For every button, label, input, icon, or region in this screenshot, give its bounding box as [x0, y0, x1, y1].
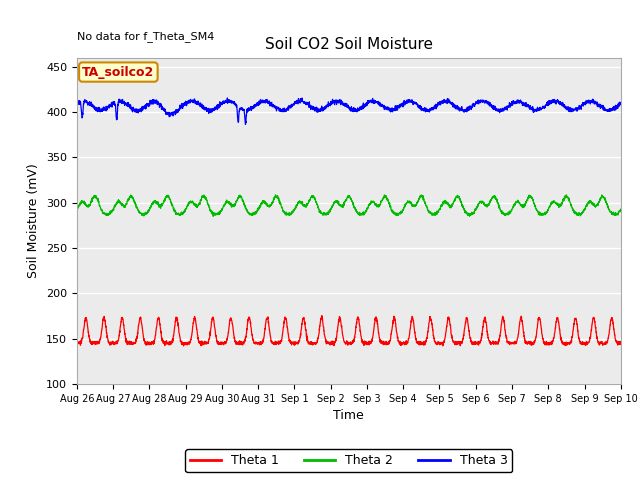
Title: Soil CO2 Soil Moisture: Soil CO2 Soil Moisture: [265, 37, 433, 52]
Legend: Theta 1, Theta 2, Theta 3: Theta 1, Theta 2, Theta 3: [185, 449, 513, 472]
Y-axis label: Soil Moisture (mV): Soil Moisture (mV): [28, 163, 40, 278]
Text: TA_soilco2: TA_soilco2: [82, 66, 154, 79]
Text: No data for f_Theta_SM4: No data for f_Theta_SM4: [77, 32, 214, 42]
X-axis label: Time: Time: [333, 409, 364, 422]
